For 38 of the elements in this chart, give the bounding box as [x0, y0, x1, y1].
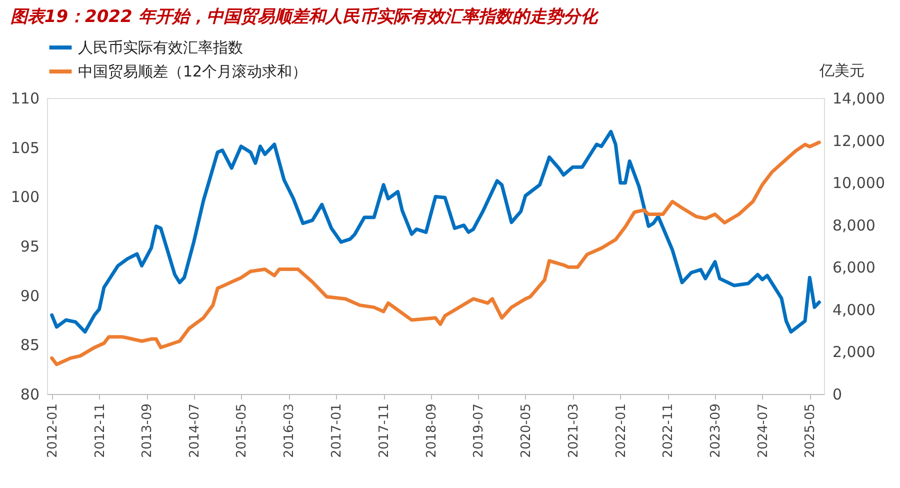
y-tick-label: 80 [20, 386, 40, 404]
legend-label: 人民币实际有效汇率指数 [78, 38, 243, 56]
x-tick-label: 2020-05 [518, 404, 534, 458]
x-tick-label: 2016-03 [282, 404, 298, 458]
x-tick-label: 2013-09 [140, 404, 156, 458]
x-tick-label: 2012-01 [45, 404, 60, 458]
y-tick-label: 85 [20, 336, 40, 354]
y-tick-label: 105 [10, 138, 40, 157]
x-tick-label: 2022-01 [614, 404, 629, 458]
y2-axis-title: 亿美元 [818, 62, 864, 80]
y2-tick-label: 6,000 [832, 258, 876, 277]
x-tick-label: 2017-01 [330, 404, 345, 458]
x-tick-label: 2021-03 [566, 404, 582, 458]
x-tick-label: 2022-11 [661, 404, 676, 458]
y2-tick-label: 8,000 [832, 216, 876, 234]
x-tick-label: 2023-09 [708, 404, 724, 458]
x-tick-label: 2012-11 [92, 404, 108, 458]
y2-tick-label: 2,000 [832, 343, 876, 362]
y2-tick-label: 14,000 [832, 90, 885, 108]
x-tick-label: 2024-07 [756, 404, 771, 458]
y2-tick-label: 4,000 [832, 300, 876, 319]
y-tick-label: 100 [10, 188, 40, 206]
x-tick-label: 2014-07 [187, 404, 202, 458]
y2-tick-label: 0 [832, 386, 842, 404]
x-tick-label: 2018-09 [424, 404, 440, 458]
legend-label: 中国贸易顺差（12个月滚动求和） [78, 62, 308, 80]
y-tick-label: 90 [20, 286, 40, 305]
y-tick-label: 110 [10, 90, 40, 108]
y-tick-label: 95 [20, 238, 40, 256]
x-tick-label: 2017-11 [377, 404, 392, 458]
x-tick-label: 2015-05 [234, 404, 250, 458]
chart-title: 图表19：2022 年开始，中国贸易顺差和人民币实际有效汇率指数的走势分化 [10, 7, 600, 27]
line-series [50, 140, 821, 366]
x-tick-label: 2025-05 [803, 404, 818, 458]
x-tick-label: 2019-07 [471, 404, 486, 458]
y2-tick-label: 10,000 [832, 174, 885, 192]
line-series [50, 130, 821, 334]
y2-tick-label: 12,000 [832, 132, 885, 150]
